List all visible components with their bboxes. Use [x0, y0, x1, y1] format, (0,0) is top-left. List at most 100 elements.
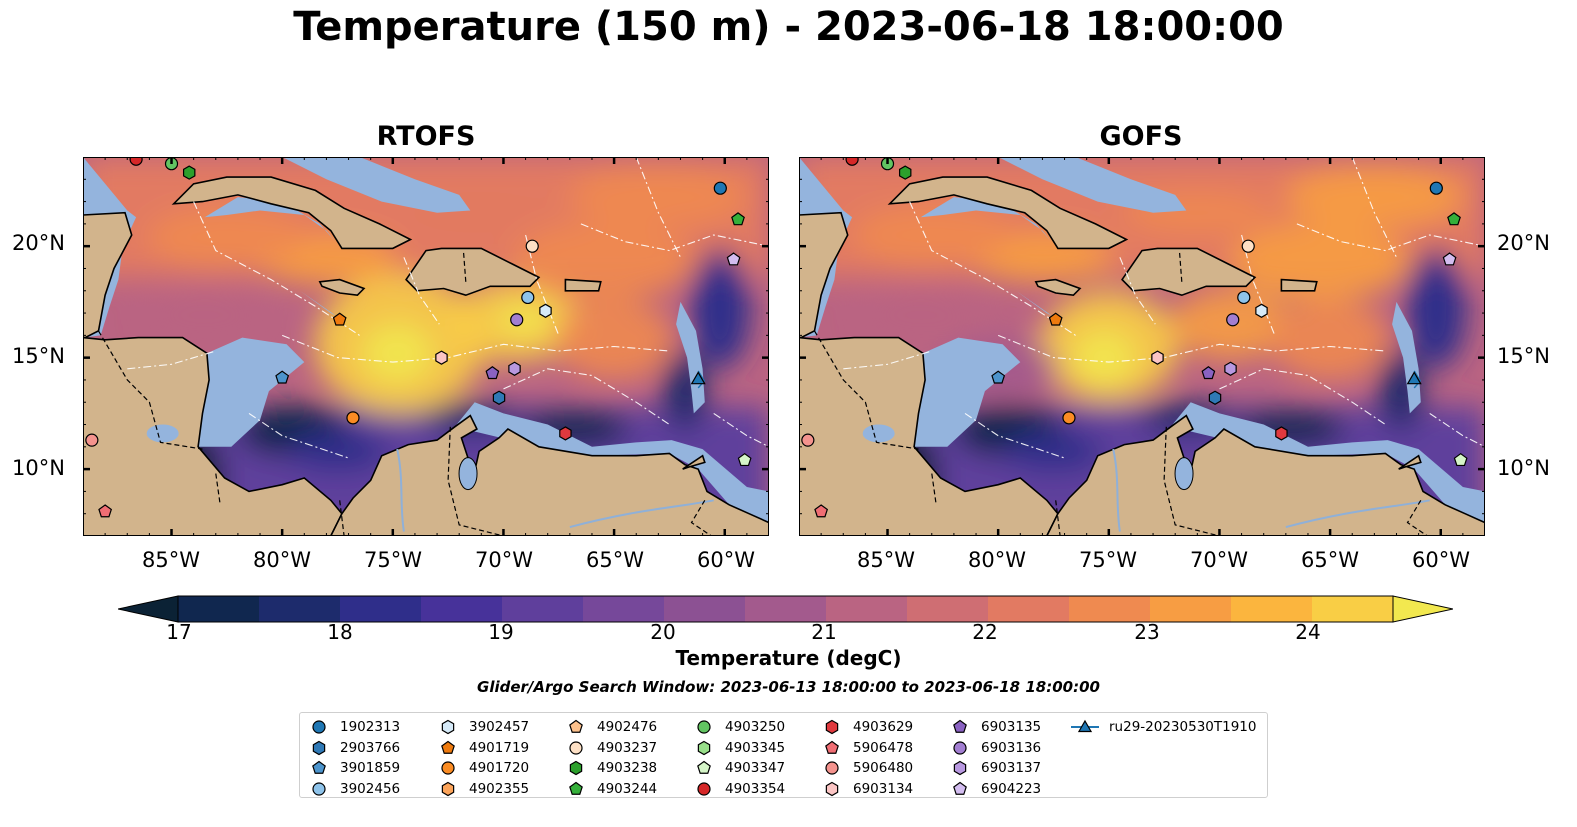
- argo-float-marker: [1237, 290, 1251, 305]
- legend-marker: [312, 720, 326, 734]
- legend-marker-icon: [825, 740, 839, 754]
- legend-label: 6903135: [981, 719, 1042, 736]
- shallow-area: [198, 337, 305, 447]
- legend-label: 1902313: [340, 719, 401, 736]
- lat-tick-label: 15°N: [1497, 344, 1550, 368]
- colorbar-segment: [745, 596, 827, 622]
- legend-item: 6903137: [949, 758, 1041, 779]
- legend-marker: [697, 761, 711, 775]
- eez-boundary: [713, 412, 769, 448]
- eez-boundary: [1296, 223, 1485, 252]
- lake-nicaragua: [862, 424, 895, 443]
- legend-label: 4901719: [469, 739, 530, 756]
- panel-title-rtofs: RTOFS: [376, 121, 476, 152]
- gofs-map[interactable]: [799, 157, 1485, 536]
- legend-item: 4901719: [437, 738, 529, 759]
- legend-marker: [441, 781, 455, 796]
- legend-item: 6903136: [949, 738, 1041, 759]
- colorbar-segment: [502, 596, 584, 622]
- colorbar-tick: 22: [972, 620, 998, 644]
- lat-tick-label: 10°N: [1497, 456, 1550, 480]
- land-central: [799, 336, 1059, 536]
- legend-marker: [697, 720, 711, 734]
- colorbar-gradient: [117, 595, 1454, 623]
- argo-float-marker: [991, 370, 1006, 384]
- temperature-field: [83, 157, 769, 536]
- colorbar-segment: [907, 596, 989, 622]
- legend-item: ru29-20230530T1910: [1071, 717, 1256, 738]
- shallow-area: [676, 301, 705, 414]
- legend-marker-icon: [312, 761, 326, 775]
- shallow-area: [914, 337, 1021, 447]
- legend-marker-icon: [441, 720, 455, 735]
- legend-marker: [441, 720, 455, 735]
- legend-label: 6904223: [981, 780, 1042, 797]
- country-border: [463, 252, 467, 282]
- land-hispaniola: [405, 247, 541, 297]
- legend-label: 4903345: [725, 739, 786, 756]
- country-border: [690, 499, 712, 536]
- legend-item: 4903244: [565, 779, 657, 800]
- lon-tick-label: 75°W: [364, 548, 422, 572]
- rtofs-map[interactable]: [83, 157, 769, 536]
- legend-marker-icon: [953, 761, 967, 776]
- legend-item: 3901859: [308, 758, 400, 779]
- legend-column: 6903135 6903136 6903137 6904223: [949, 717, 1041, 799]
- lat-tick-label: 20°N: [1497, 231, 1550, 255]
- argo-float-marker: [737, 452, 752, 467]
- colorbar-segment: [826, 596, 908, 622]
- lat-tick-label: 15°N: [12, 344, 65, 368]
- argo-float-marker: [508, 361, 521, 376]
- eez-boundary: [503, 368, 670, 425]
- legend-marker-icon: [312, 782, 326, 796]
- eez-boundary: [1351, 157, 1397, 258]
- glider-marker: [1406, 371, 1422, 385]
- eez-boundary: [1119, 257, 1156, 325]
- lon-tick-label: 70°W: [1190, 548, 1248, 572]
- legend-item: 4903238: [565, 758, 657, 779]
- lon-tick-label: 70°W: [475, 548, 533, 572]
- colorbar-segment: [1231, 596, 1313, 622]
- shallow-area: [204, 197, 336, 242]
- land-southam: [329, 414, 769, 536]
- panel-title-gofs: GOFS: [1099, 121, 1183, 152]
- legend-column: 4903250 4903345 4903347 4903354: [693, 717, 785, 799]
- argo-float-marker: [98, 504, 113, 518]
- colorbar-extend-high: [1392, 595, 1454, 623]
- eez-boundary: [1429, 412, 1485, 448]
- eez-boundary: [1219, 368, 1386, 425]
- legend-label: 6903136: [981, 739, 1042, 756]
- legend-label: 3902457: [469, 719, 530, 736]
- eez-boundary: [635, 157, 681, 258]
- argo-float-marker: [1447, 212, 1461, 226]
- land-central: [83, 336, 343, 536]
- colorbar-tick: 23: [1134, 620, 1160, 644]
- lake-maracaibo: [458, 457, 478, 491]
- legend-item: 6903135: [949, 717, 1041, 738]
- argo-float-marker: [898, 165, 912, 180]
- legend-marker: [569, 781, 583, 795]
- lon-tick-label: 65°W: [1301, 548, 1359, 572]
- legend-marker: [441, 761, 455, 775]
- lon-tick-label: 65°W: [586, 548, 644, 572]
- legend-marker-icon: [825, 720, 839, 735]
- colorbar-segment: [178, 596, 260, 622]
- legend-marker-icon: [312, 720, 326, 734]
- argo-float-marker: [1429, 181, 1443, 195]
- argo-float-marker: [435, 350, 448, 365]
- legend-label: 4903347: [725, 760, 786, 777]
- argo-float-marker: [1275, 426, 1288, 441]
- argo-float-marker: [726, 252, 741, 266]
- legend-column: 4903629 5906478 5906480 6903134: [821, 717, 913, 799]
- legend-label: 5906480: [853, 760, 914, 777]
- search-window-text: Glider/Argo Search Window: 2023-06-13 18…: [477, 678, 1100, 696]
- country-border: [447, 426, 504, 536]
- colorbar-segment: [1312, 596, 1394, 622]
- legend-marker-icon: [569, 741, 583, 755]
- legend-column: 3902457 4901719 4901720 4902355: [437, 717, 529, 799]
- legend-label: 4903238: [597, 760, 658, 777]
- legend-marker-icon: [441, 761, 455, 775]
- legend-marker-icon: [1071, 720, 1099, 733]
- argo-float-marker: [731, 212, 745, 226]
- glider-marker: [690, 371, 706, 385]
